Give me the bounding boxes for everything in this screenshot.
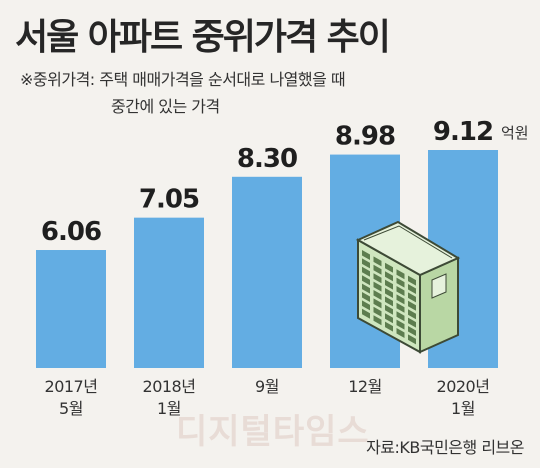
category-label-2-1: 2018년: [143, 377, 196, 396]
bar-1: [36, 250, 106, 368]
chart-note-continued: 중간에 있는 가격: [111, 97, 220, 116]
chart-title: 서울 아파트 중위가격 추이: [15, 17, 391, 58]
unit-label: 억원: [501, 124, 529, 142]
category-label-5-1: 2020년: [437, 377, 490, 396]
apartment-building-icon: [355, 220, 461, 354]
bar-3: [232, 176, 302, 368]
value-label-4: 8.98: [335, 122, 395, 152]
chart-note: ※중위가격: 주택 매매가격을 순서대로 나열했을 때: [20, 70, 346, 89]
category-label-1-1: 2017년: [45, 377, 98, 396]
bar-2: [134, 217, 204, 368]
value-label-3: 8.30: [237, 144, 297, 174]
value-label-5: 9.12: [433, 117, 493, 147]
category-label-3-1: 9월: [255, 377, 279, 396]
category-label-1-2: 5월: [59, 399, 83, 418]
source-note: 자료:KB국민은행 리브온: [366, 438, 524, 457]
watermark: 디지털타임스: [176, 412, 370, 452]
value-label-1: 6.06: [41, 217, 101, 247]
value-label-2: 7.05: [139, 185, 199, 215]
category-label-5-2: 1월: [451, 399, 475, 418]
category-label-2-2: 1월: [157, 399, 181, 418]
category-label-4-1: 12월: [348, 377, 382, 396]
